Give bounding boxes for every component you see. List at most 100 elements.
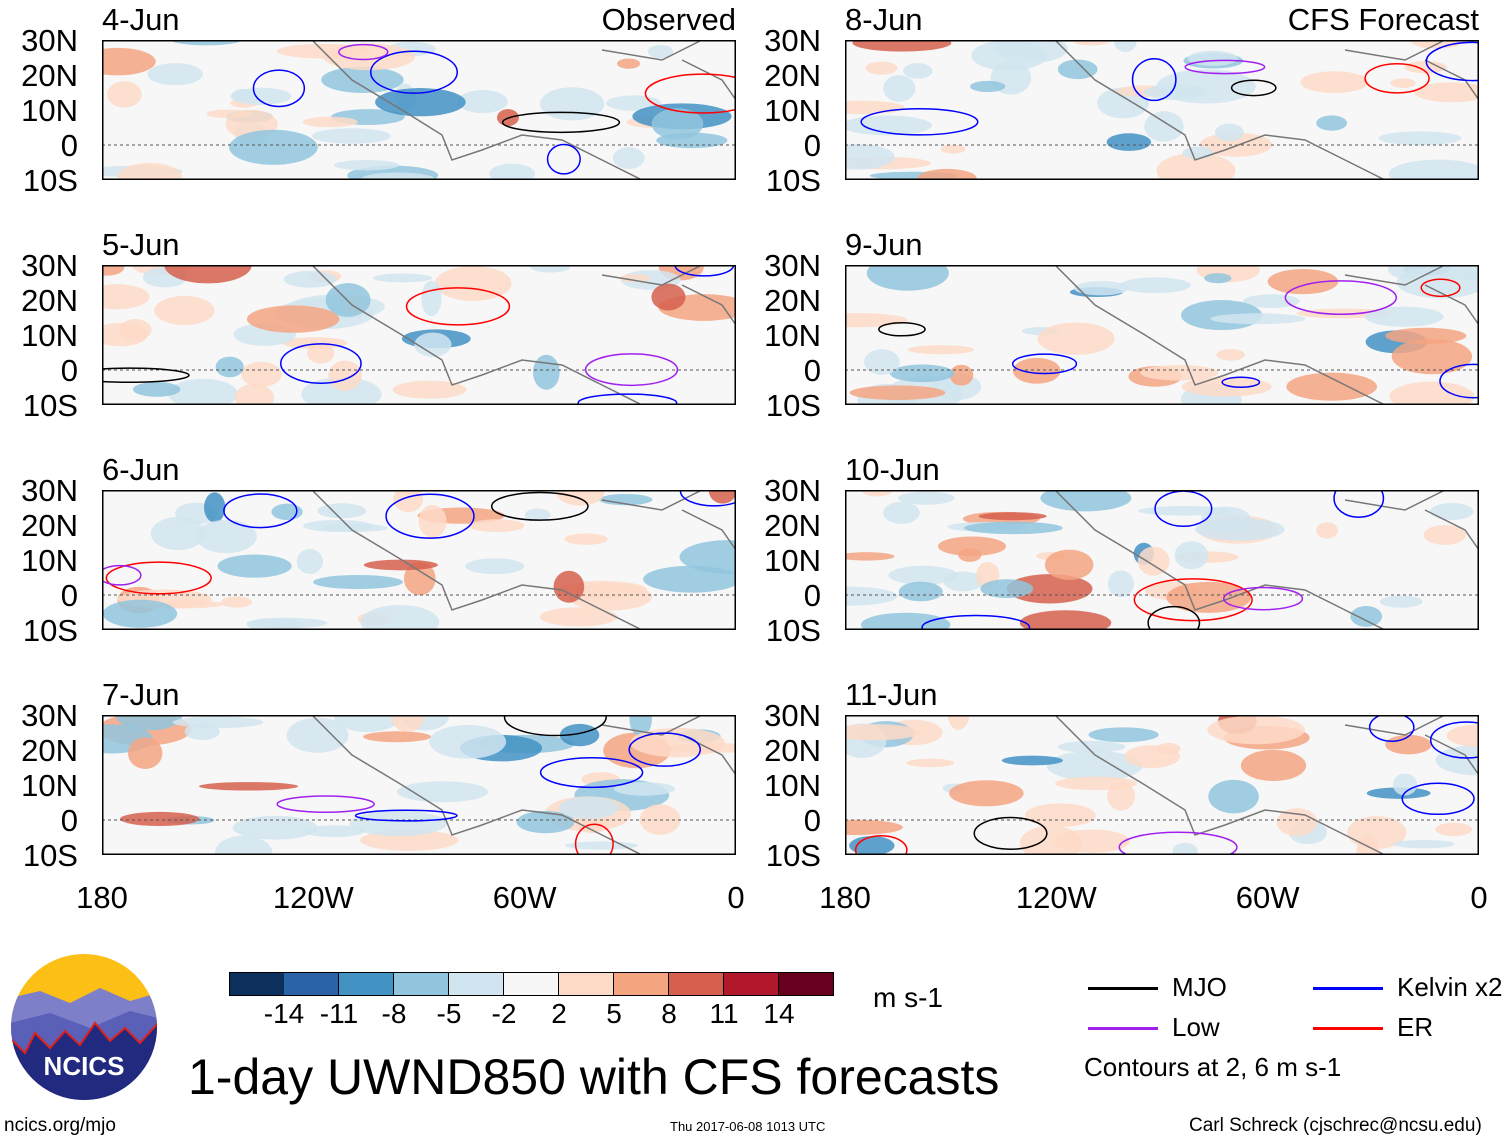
anomaly-region [1388,159,1479,180]
colorbar-tick-label: 11 [709,998,739,1029]
colorbar-swatch [779,972,834,996]
anomaly-region [465,558,525,575]
anomaly-region [102,599,178,628]
lat-tick-label: 20N [21,283,78,318]
anomaly-region [903,63,933,79]
lat-tick-label: 10S [765,613,821,648]
coastline [311,40,736,180]
lat-tick-label: 30N [764,23,821,58]
wave-contour [1230,79,1277,97]
colorbar-tick-label: 8 [661,998,677,1029]
colorbar-tick-label: 5 [606,998,622,1029]
lat-tick-label: 20N [21,58,78,93]
anomaly-region [283,270,337,288]
anomaly-region [917,168,977,180]
wave-contour [1284,280,1398,316]
anomaly-region [559,723,600,747]
wave-contour [1131,58,1177,102]
wave-contour [1401,782,1475,816]
logo-text: NCICS [44,1051,125,1081]
anomaly-region [1024,803,1096,828]
anomaly-region [937,536,1007,556]
lat-tick-label: 20N [21,508,78,543]
colorbar-tick-label: -2 [491,998,517,1029]
anomaly-region [651,108,704,140]
colorbar-swatch [449,972,504,996]
lat-tick-label: 30N [21,473,78,508]
anomaly-region [1446,724,1479,747]
panel-date-label: 4-Jun [102,2,180,37]
anomaly-region [360,604,440,630]
map-panel [845,715,1479,855]
legend-note: Contours at 2, 6 m s-1 [1084,1052,1342,1082]
anomaly-region [845,586,898,606]
coastline [1054,265,1479,405]
anomaly-region [860,612,951,630]
colorbar-tick-label: -5 [436,998,462,1029]
footer-url[interactable]: ncics.org/mjo [4,1115,116,1136]
anomaly-region [630,727,725,758]
anomaly-region [1364,306,1444,327]
panel-date-label: 11-Jun [845,677,938,712]
anomaly-region [1385,327,1467,344]
anomaly-region [1208,779,1259,814]
anomaly-region [845,552,895,561]
coastline [1054,715,1479,855]
legend-label: ER [1397,1012,1434,1042]
anomaly-region [556,490,605,506]
anomaly-region [1001,755,1063,766]
anomaly-region [898,581,943,602]
wave-contour [1184,59,1266,75]
anomaly-region [524,508,551,522]
anomaly-region [206,109,252,119]
coastline [311,265,736,405]
wave-contour [405,287,511,326]
anomaly-region [539,607,618,627]
anomaly-region [1187,50,1238,66]
anomaly-region [1378,131,1462,146]
anomaly-region [1210,313,1306,325]
anomaly-region [489,163,536,180]
anomaly-region [1207,715,1305,745]
anomaly-region [679,540,736,574]
anomaly-region [651,283,686,311]
anomaly-region [906,758,955,768]
anomaly-region [861,490,893,497]
footer-timestamp: Thu 2017-06-08 1013 UTC [670,1119,826,1134]
anomaly-region [949,780,1024,807]
anomaly-region [947,715,970,730]
anomaly-region [1006,574,1093,604]
anomaly-region [102,265,125,276]
anomaly-region [1267,269,1339,295]
anomaly-region [1379,595,1423,608]
lat-tick-label: 0 [803,128,821,163]
lat-tick-label: 10N [764,318,821,353]
anomaly-region [1137,546,1170,576]
wave-contour [628,732,701,767]
wave-contour [584,353,679,387]
lat-tick-label: 10N [21,543,78,578]
anomaly-region [234,383,275,405]
lat-tick-label: 10N [21,768,78,803]
column-header: CFS Forecast [1287,2,1479,37]
anomaly-region [147,63,203,86]
wave-contour [280,343,362,384]
anomaly-region [532,354,560,390]
anomaly-region [1053,829,1130,853]
anomaly-region [1055,776,1138,791]
anomaly-region [1204,273,1232,284]
anomaly-region [612,147,645,169]
anomaly-region [392,380,467,399]
anomaly-region [221,596,252,608]
colorbar-tick-label: -11 [319,998,359,1029]
anomaly-region [282,337,348,349]
anomaly-region [217,554,292,578]
anomaly-region [421,280,442,317]
legend-label: Kelvin x2 [1397,972,1503,1002]
lat-tick-label: 10N [764,543,821,578]
wave-contour [539,756,644,789]
anomaly-region [1389,381,1475,405]
lat-tick-label: 0 [803,578,821,613]
anomaly-region [1019,610,1112,630]
